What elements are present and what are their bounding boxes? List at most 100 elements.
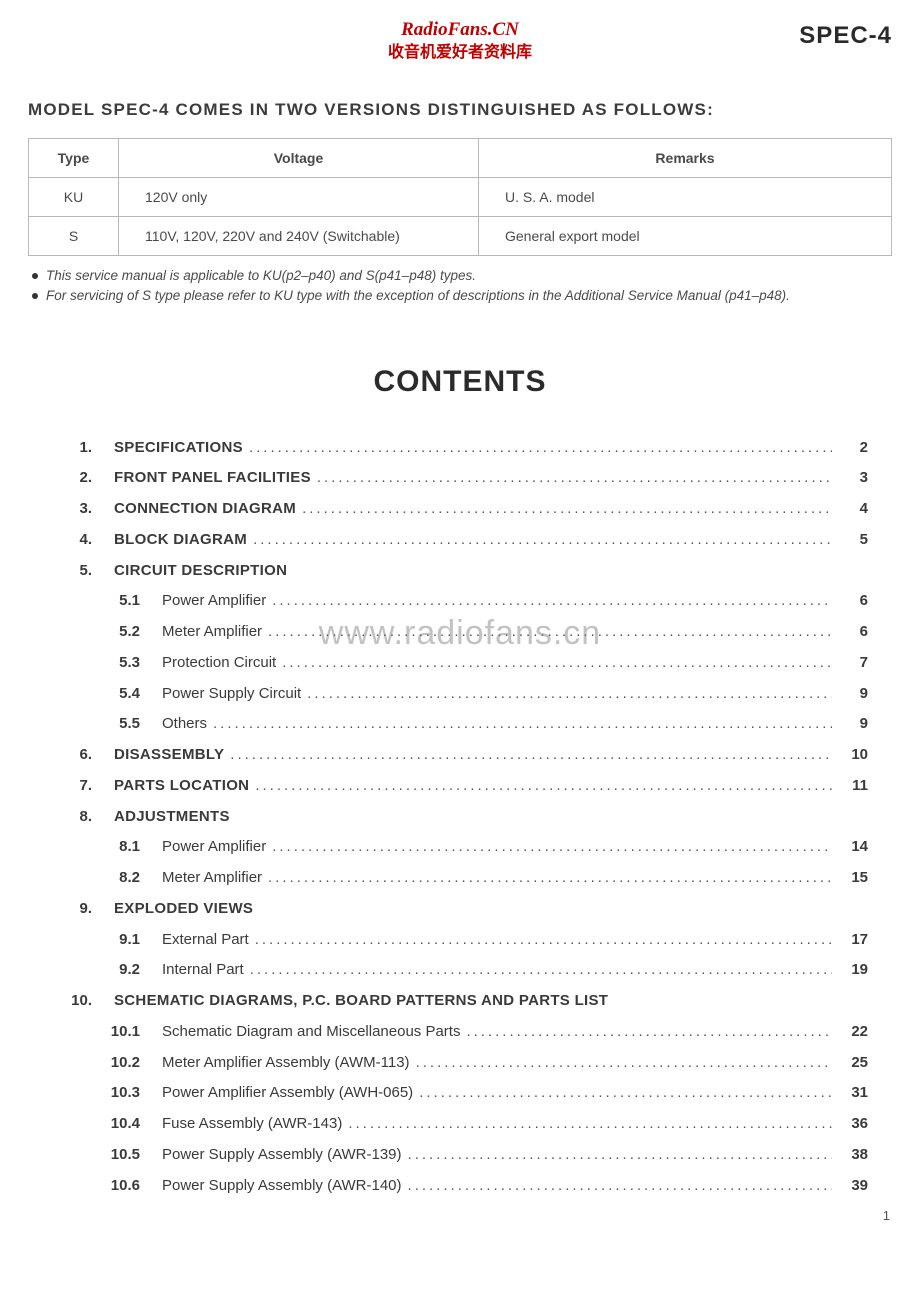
toc-number: 9.2 [64, 955, 162, 986]
toc-page: 39 [832, 1171, 868, 1202]
cell-remarks: U. S. A. model [479, 178, 892, 217]
toc-leader [224, 740, 832, 771]
model-logo: SPEC-4 [799, 22, 892, 50]
toc-number: 10.6 [64, 1171, 162, 1202]
toc-number: 5.4 [64, 679, 162, 710]
toc-number: 9. [64, 894, 114, 925]
toc-page: 9 [832, 679, 868, 710]
toc-subsection: 10.2Meter Amplifier Assembly (AWM-113)25 [64, 1048, 868, 1079]
toc-title: CIRCUIT DESCRIPTION [114, 556, 287, 587]
cell-voltage: 110V, 120V, 220V and 240V (Switchable) [119, 217, 479, 256]
toc-title: Fuse Assembly (AWR-143) [162, 1109, 342, 1140]
toc-subsection: 5.3Protection Circuit 7 [64, 648, 868, 679]
cell-type: KU [29, 178, 119, 217]
toc-title: Schematic Diagram and Miscellaneous Part… [162, 1017, 460, 1048]
cell-remarks: General export model [479, 217, 892, 256]
bullet-icon [32, 293, 38, 299]
toc-title: Power Supply Assembly (AWR-140) [162, 1171, 402, 1202]
toc-title: External Part [162, 925, 249, 956]
toc-number: 1. [64, 433, 114, 464]
toc-title: Meter Amplifier Assembly (AWM-113) [162, 1048, 410, 1079]
table-row: S110V, 120V, 220V and 240V (Switchable)G… [29, 217, 892, 256]
toc-number: 7. [64, 771, 114, 802]
toc-subsection: 8.2Meter Amplifier15 [64, 863, 868, 894]
toc-page: 10 [832, 740, 868, 771]
page-number: 1 [883, 1208, 890, 1223]
header: RadioFans.CN 收音机爱好者资料库 SPEC-4 [28, 18, 892, 66]
toc-page: 31 [832, 1078, 868, 1109]
toc-page: 4 [832, 494, 868, 525]
toc-number: 8. [64, 802, 114, 833]
toc-leader [249, 771, 832, 802]
toc-subsection: 10.3Power Amplifier Assembly (AWH-065)31 [64, 1078, 868, 1109]
toc-number: 10.5 [64, 1140, 162, 1171]
toc-leader [342, 1109, 832, 1140]
cell-voltage: 120V only [119, 178, 479, 217]
toc-title: Meter Amplifier [162, 863, 262, 894]
toc-leader [249, 925, 832, 956]
toc-page: 25 [832, 1048, 868, 1079]
toc-page: 17 [832, 925, 868, 956]
toc-page: 22 [832, 1017, 868, 1048]
toc-section: 3.CONNECTION DIAGRAM4 [64, 494, 868, 525]
toc-title: Others [162, 709, 207, 740]
toc-number: 10. [64, 986, 114, 1017]
toc-page: 2 [832, 433, 868, 464]
toc-leader [266, 586, 832, 617]
toc-subsection: 10.5Power Supply Assembly (AWR-139)38 [64, 1140, 868, 1171]
table-row: KU120V onlyU. S. A. model [29, 178, 892, 217]
toc-number: 2. [64, 463, 114, 494]
toc-title: Power Supply Circuit [162, 679, 301, 710]
toc-subsection: 10.4Fuse Assembly (AWR-143)36 [64, 1109, 868, 1140]
toc-page: 11 [832, 771, 868, 802]
toc-page: 7 [832, 648, 868, 679]
toc-title: Protection Circuit [162, 648, 276, 679]
toc-title: Power Supply Assembly (AWR-139) [162, 1140, 402, 1171]
toc-number: 8.1 [64, 832, 162, 863]
toc-section: 2.FRONT PANEL FACILITIES3 [64, 463, 868, 494]
toc-subsection: 8.1Power Amplifier14 [64, 832, 868, 863]
th-voltage: Voltage [119, 139, 479, 178]
toc-leader [410, 1048, 832, 1079]
toc-section: 4.BLOCK DIAGRAM5 [64, 525, 868, 556]
toc-title: Power Amplifier [162, 586, 266, 617]
toc-number: 10.1 [64, 1017, 162, 1048]
toc-section: 9.EXPLODED VIEWS [64, 894, 868, 925]
toc-leader [460, 1017, 832, 1048]
toc-leader [402, 1140, 832, 1171]
toc-title: Meter Amplifier [162, 617, 262, 648]
watermark-top-line1: RadioFans.CN [388, 18, 532, 43]
toc-title: DISASSEMBLY [114, 740, 224, 771]
watermark-top-line2: 收音机爱好者资料库 [388, 43, 532, 64]
toc-section: 8.ADJUSTMENTS [64, 802, 868, 833]
versions-table: Type Voltage Remarks KU120V onlyU. S. A.… [28, 138, 892, 256]
toc-title: SCHEMATIC DIAGRAMS, P.C. BOARD PATTERNS … [114, 986, 608, 1017]
toc-leader [244, 955, 832, 986]
toc-title: FRONT PANEL FACILITIES [114, 463, 311, 494]
toc-subsection: 5.5Others9 [64, 709, 868, 740]
toc-leader [311, 463, 832, 494]
bullet-icon [32, 273, 38, 279]
toc-title: ADJUSTMENTS [114, 802, 230, 833]
toc-leader [266, 832, 832, 863]
toc-number: 10.3 [64, 1078, 162, 1109]
toc-page: 19 [832, 955, 868, 986]
toc-leader [243, 433, 832, 464]
toc-subsection: 9.2Internal Part19 [64, 955, 868, 986]
toc-number: 3. [64, 494, 114, 525]
toc-number: 5.3 [64, 648, 162, 679]
toc-title: BLOCK DIAGRAM [114, 525, 247, 556]
toc-subsection: 5.1Power Amplifier6 [64, 586, 868, 617]
versions-subtitle: MODEL SPEC-4 COMES IN TWO VERSIONS DISTI… [28, 100, 892, 120]
toc-section: 1.SPECIFICATIONS2 [64, 433, 868, 464]
table-header-row: Type Voltage Remarks [29, 139, 892, 178]
toc-leader [262, 617, 832, 648]
note-item: For servicing of S type please refer to … [32, 286, 892, 306]
toc-section: 6.DISASSEMBLY10 [64, 740, 868, 771]
toc-title: PARTS LOCATION [114, 771, 249, 802]
toc-title: EXPLODED VIEWS [114, 894, 253, 925]
th-remarks: Remarks [479, 139, 892, 178]
toc-number: 5.5 [64, 709, 162, 740]
cell-type: S [29, 217, 119, 256]
toc-number: 10.4 [64, 1109, 162, 1140]
